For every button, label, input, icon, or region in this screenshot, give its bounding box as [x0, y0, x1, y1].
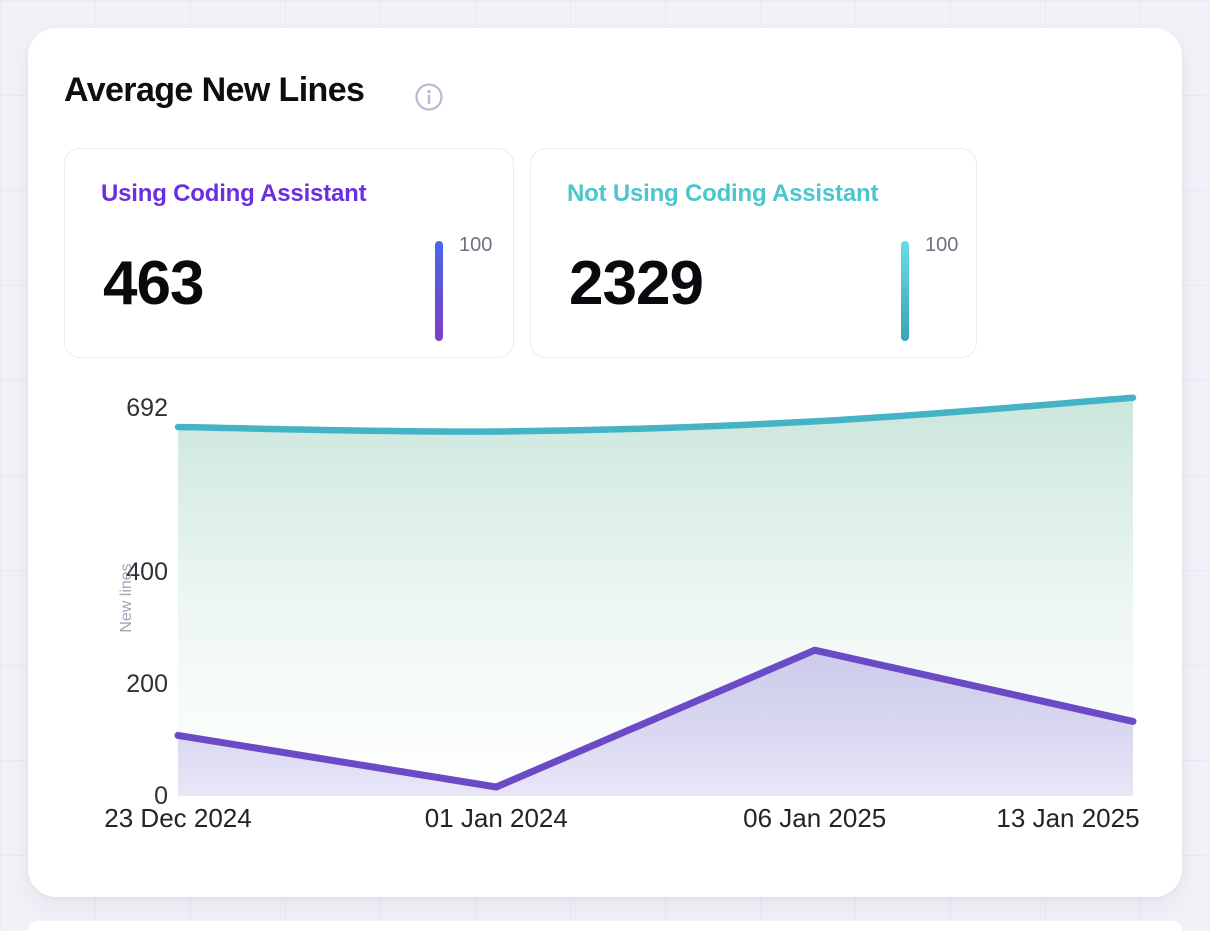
- average-new-lines-card: Average New Lines Using Coding Assistant…: [28, 28, 1182, 897]
- stat-value: 2329: [569, 249, 704, 318]
- y-tick-label: 0: [154, 782, 168, 810]
- stat-card-using-assistant: Using Coding Assistant 463 100: [64, 148, 514, 358]
- y-axis-title: New lines: [118, 563, 135, 633]
- y-tick-label: 200: [126, 669, 168, 698]
- stat-value: 463: [103, 249, 204, 318]
- chart-region: 0 200 400 692 New lines 23 Dec 2024 01 Jan 2…: [28, 28, 1182, 897]
- x-tick-label: 23 Dec 2024: [104, 803, 252, 833]
- stat-label: Not Using Coding Assistant: [567, 180, 879, 207]
- stat-card-not-using-assistant: Not Using Coding Assistant 2329 100: [530, 148, 977, 358]
- gauge-label: 100: [925, 234, 959, 256]
- x-tick-label: 06 Jan 2025: [743, 803, 887, 833]
- y-tick-label: 692: [126, 393, 168, 422]
- gauge-label: 100: [459, 234, 493, 256]
- gauge-bar: [901, 241, 909, 341]
- chart-plot[interactable]: [174, 394, 1137, 798]
- next-card-peek: [28, 921, 1182, 931]
- page-title: Average New Lines: [64, 71, 365, 109]
- x-tick-label: 13 Jan 2025: [996, 803, 1140, 833]
- info-icon[interactable]: [414, 82, 444, 112]
- stat-label: Using Coding Assistant: [101, 180, 367, 207]
- gauge-bar: [435, 241, 443, 341]
- x-tick-label: 01 Jan 2024: [424, 803, 568, 833]
- y-tick-label: 400: [126, 557, 168, 586]
